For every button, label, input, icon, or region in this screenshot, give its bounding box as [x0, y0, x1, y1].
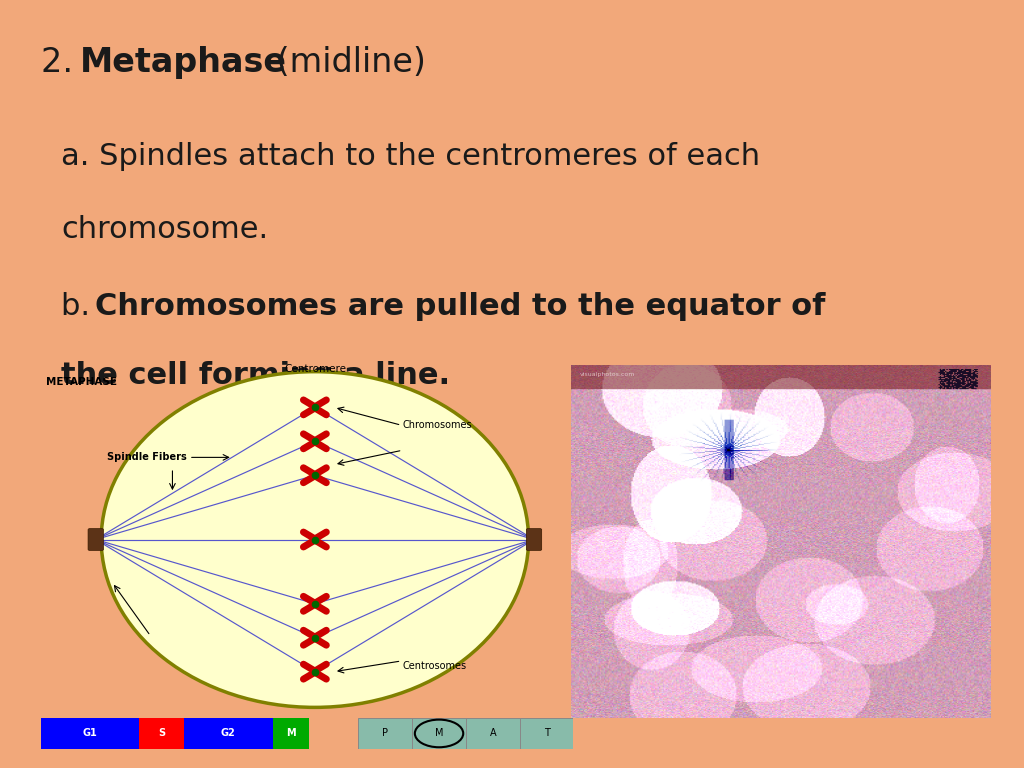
Bar	[272, 718, 308, 749]
Bar	[358, 718, 412, 749]
Text: G1: G1	[83, 728, 97, 739]
Text: b.: b.	[61, 292, 100, 321]
Text: T: T	[544, 728, 550, 739]
Bar	[519, 718, 573, 749]
Text: Centrosomes: Centrosomes	[402, 661, 467, 671]
Text: the cell forming a line.: the cell forming a line.	[61, 361, 451, 390]
FancyBboxPatch shape	[526, 528, 542, 551]
Text: M: M	[435, 728, 443, 739]
Text: S: S	[158, 728, 165, 739]
FancyBboxPatch shape	[88, 528, 103, 551]
Bar	[466, 718, 519, 749]
Text: chromosome.: chromosome.	[61, 215, 268, 244]
Text: Metaphase: Metaphase	[80, 46, 287, 79]
Text: visualphotos.com: visualphotos.com	[580, 372, 635, 377]
Bar	[412, 718, 466, 749]
Text: G2: G2	[221, 728, 236, 739]
Bar	[139, 718, 183, 749]
Text: a. Spindles attach to the centromeres of each: a. Spindles attach to the centromeres of…	[61, 142, 761, 171]
Text: METAPHASE: METAPHASE	[46, 377, 118, 387]
Text: Chromosomes: Chromosomes	[402, 420, 472, 430]
Ellipse shape	[101, 372, 528, 707]
Bar	[183, 718, 272, 749]
Text: A: A	[489, 728, 496, 739]
Text: Centromere: Centromere	[284, 364, 346, 374]
Text: P: P	[382, 728, 388, 739]
Text: (midline): (midline)	[266, 46, 426, 79]
Text: Spindle Fibers: Spindle Fibers	[106, 452, 186, 462]
Text: M: M	[286, 728, 296, 739]
Text: Chromosomes are pulled to the equator of: Chromosomes are pulled to the equator of	[95, 292, 825, 321]
Text: 2.: 2.	[41, 46, 84, 79]
Bar	[41, 718, 139, 749]
